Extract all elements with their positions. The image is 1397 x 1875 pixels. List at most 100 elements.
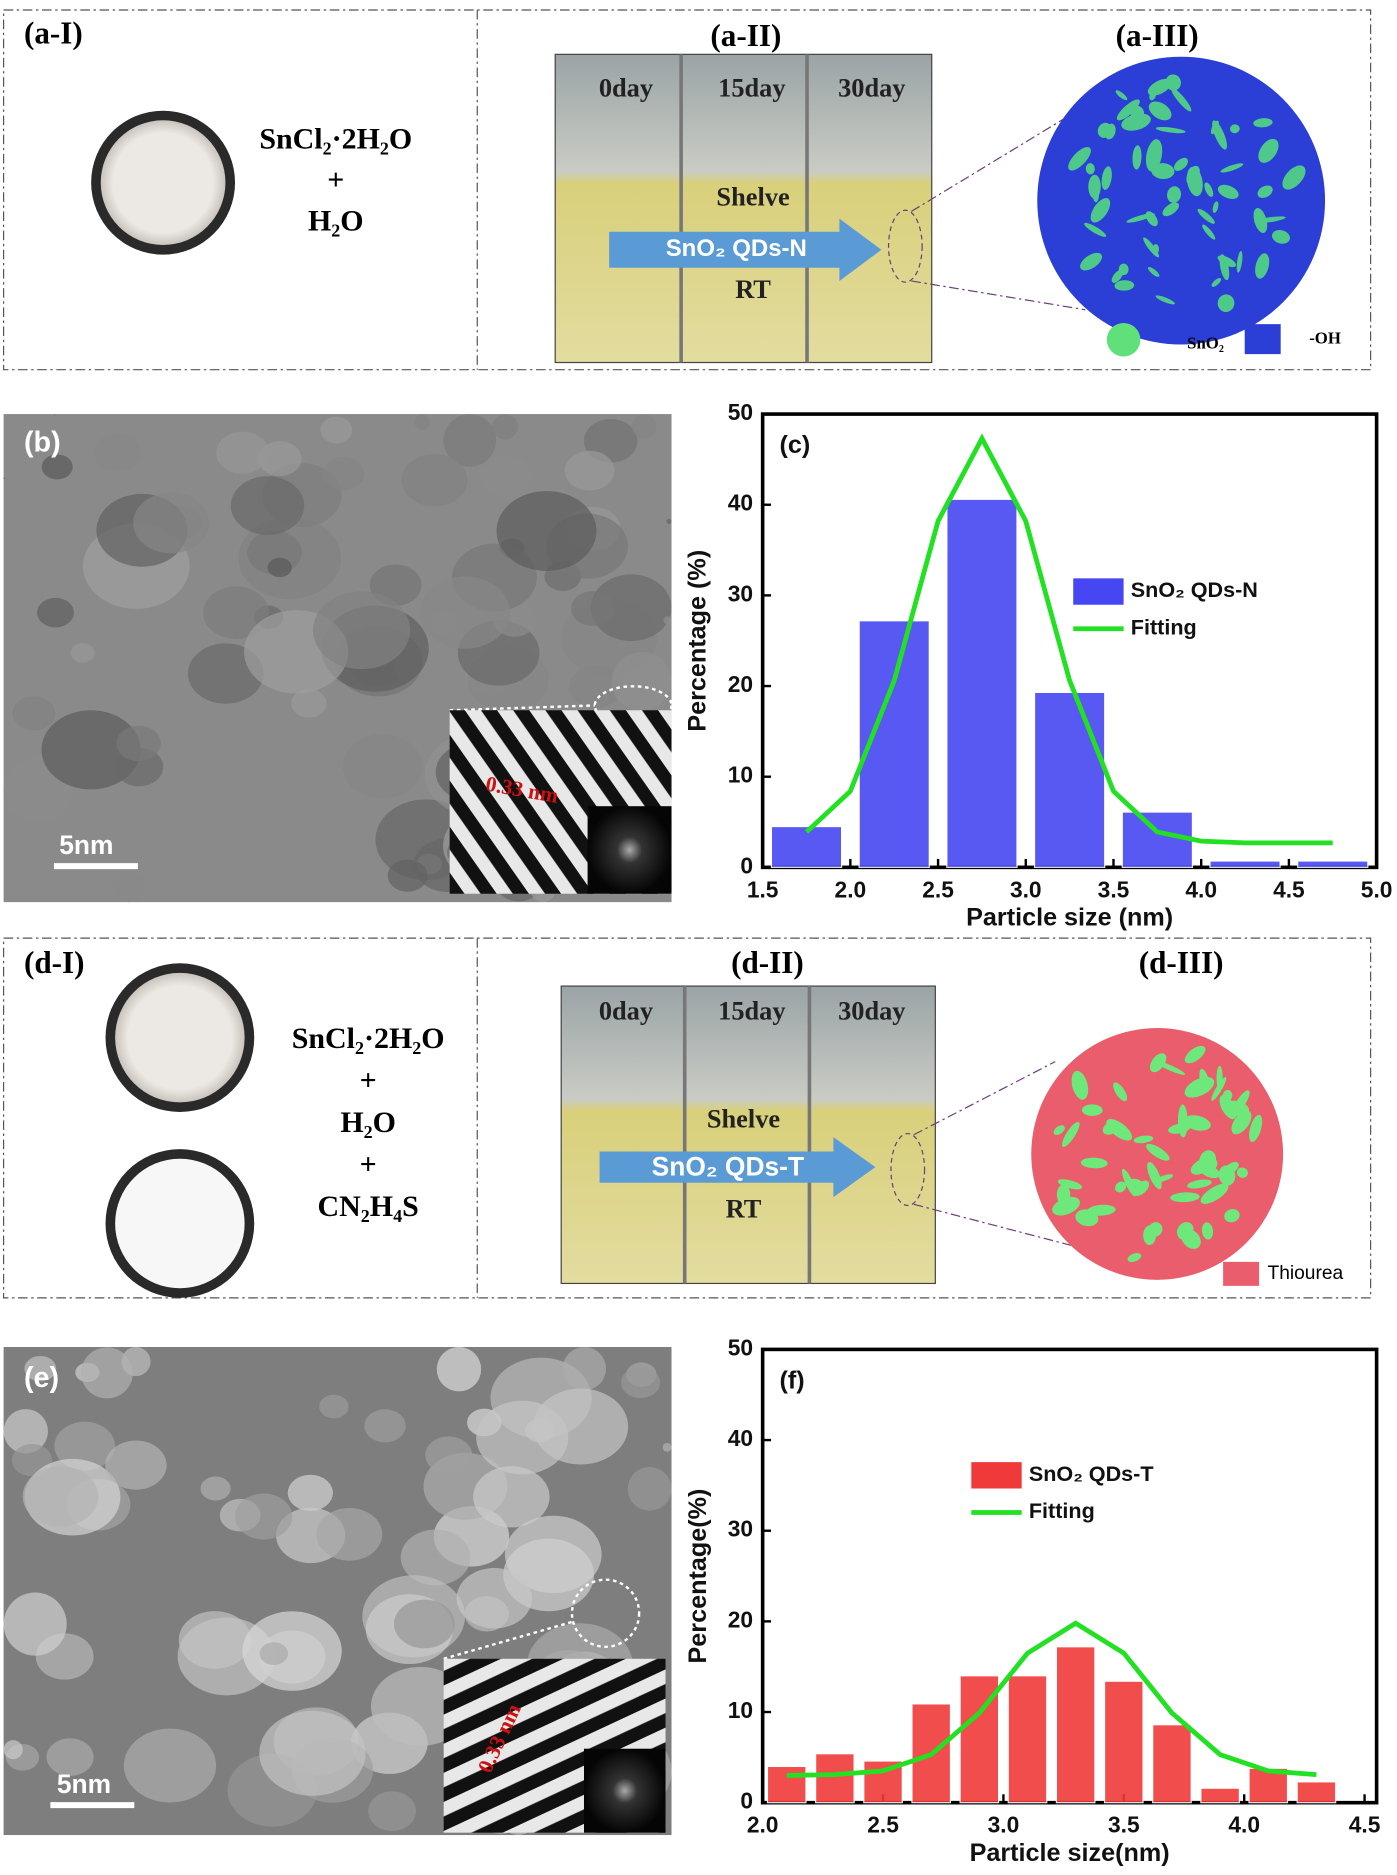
x-axis-label: Particle size(nm): [970, 1839, 1170, 1867]
tem-grain: [443, 414, 497, 467]
bar: [1007, 1675, 1048, 1804]
arrow: [599, 1137, 876, 1198]
tem-grain: [394, 1599, 455, 1649]
bar: [1055, 1646, 1096, 1804]
tem-grain: [571, 590, 615, 626]
scale-label: 5nm: [59, 830, 113, 860]
y-tick-label: 30: [728, 580, 753, 606]
x-tick-label: 5.0: [1361, 876, 1393, 902]
surface-patch: [1272, 230, 1290, 244]
tem-grain: [287, 1474, 333, 1511]
panel-label: (b): [24, 427, 61, 459]
tem-grain: [37, 597, 74, 628]
surface-patch: [1196, 1158, 1218, 1174]
tem-grain: [564, 450, 615, 491]
panel-label: (d-III): [1139, 945, 1224, 980]
tem-grain: [24, 1355, 57, 1382]
chart-title: (c): [779, 431, 810, 459]
surface-patch: [1114, 280, 1135, 291]
formula: CN₂H₄S: [318, 1190, 419, 1223]
tem-grain: [476, 1400, 569, 1475]
surface-patch: [1201, 1222, 1214, 1240]
arrow-label: SnO₂ QDs-N: [666, 235, 807, 262]
tem-grain: [187, 643, 264, 704]
surface-patch: [1224, 1209, 1240, 1223]
bar: [770, 825, 843, 868]
tem-grain: [12, 696, 56, 731]
surface-patch: [1211, 1077, 1227, 1101]
x-tick-label: 4.5: [1273, 876, 1305, 902]
formula: H₂O: [308, 204, 364, 237]
legend-label: Fitting: [1131, 614, 1197, 639]
surface-patch: [1121, 1168, 1137, 1197]
day-label: 0day: [599, 72, 653, 102]
tem-grain: [496, 490, 597, 571]
surface-patch: [1176, 1222, 1194, 1240]
formula: +: [360, 1064, 377, 1097]
legend-label: Thiourea: [1267, 1263, 1343, 1284]
surface-patch: [1057, 1179, 1083, 1190]
surface-patch: [1171, 87, 1192, 112]
tem-grain: [368, 1791, 416, 1832]
sphere-texture: [1068, 74, 1306, 313]
tem-grain: [259, 1642, 288, 1665]
scale-label: 5nm: [57, 1769, 111, 1799]
zoom-ellipse: [890, 1132, 926, 1207]
tem-grain: [364, 1409, 406, 1443]
legend-label: SnO₂ QDs-T: [1029, 1461, 1154, 1486]
surface-patch: [1230, 124, 1240, 134]
surface-patch: [1211, 278, 1222, 287]
powder: [115, 1158, 245, 1289]
surface-patch: [1115, 90, 1128, 101]
surface-patch: [1056, 1184, 1071, 1205]
x-tick-label: 3.5: [1108, 1812, 1140, 1838]
surface-patch: [1165, 74, 1181, 91]
formula: SnCl₂·2H₂O: [292, 1022, 445, 1055]
arrow: [609, 218, 882, 281]
x-tick-label: 2.0: [747, 1812, 779, 1838]
surface-patch: [1151, 163, 1175, 180]
surface-patch: [1155, 295, 1175, 305]
legend-swatch: [1106, 322, 1141, 357]
tem-grain: [342, 734, 423, 799]
surface-patch: [1177, 1104, 1188, 1138]
formula: +: [327, 164, 344, 197]
tem-grain: [267, 557, 292, 578]
sphere-texture: [1052, 1045, 1263, 1263]
day-label: 15day: [718, 72, 785, 102]
surface-patch: [1127, 1253, 1142, 1263]
tem-grain: [3, 1409, 48, 1454]
tem-grain: [94, 433, 141, 471]
y-axis-label: Percentage(%): [684, 1489, 712, 1664]
powder: [115, 972, 245, 1103]
surface-patch: [1202, 224, 1216, 240]
panel-label: (a-I): [24, 16, 83, 51]
tem-grain: [611, 652, 672, 711]
surface-patch: [1113, 1082, 1128, 1102]
y-tick-label: 10: [728, 762, 753, 788]
tem-grain: [200, 1476, 231, 1501]
y-axis-label: Percentage (%): [684, 550, 712, 732]
zoom-line: [913, 1061, 1056, 1136]
surface-patch: [1147, 267, 1160, 277]
chart-title: (f): [779, 1366, 804, 1394]
surface-patch: [1145, 211, 1158, 227]
surface-patch: [1255, 253, 1270, 279]
rt-label: RT: [726, 1194, 762, 1224]
panel-label: (d-II): [731, 945, 804, 980]
tem-grain: [259, 1710, 366, 1796]
tem-grain: [666, 518, 672, 524]
tem-grain: [234, 1493, 293, 1540]
tem-grain: [627, 1466, 672, 1511]
tem-grain: [41, 454, 73, 480]
surface-patch: [1217, 184, 1239, 199]
tem-grain: [419, 576, 511, 649]
bar: [1200, 1787, 1240, 1804]
panel-label: (a-III): [1116, 18, 1199, 53]
day-label: 15day: [718, 996, 785, 1026]
x-tick-label: 2.5: [922, 876, 954, 902]
surface-patch: [1199, 1068, 1210, 1093]
surface-patch: [1155, 1174, 1174, 1183]
